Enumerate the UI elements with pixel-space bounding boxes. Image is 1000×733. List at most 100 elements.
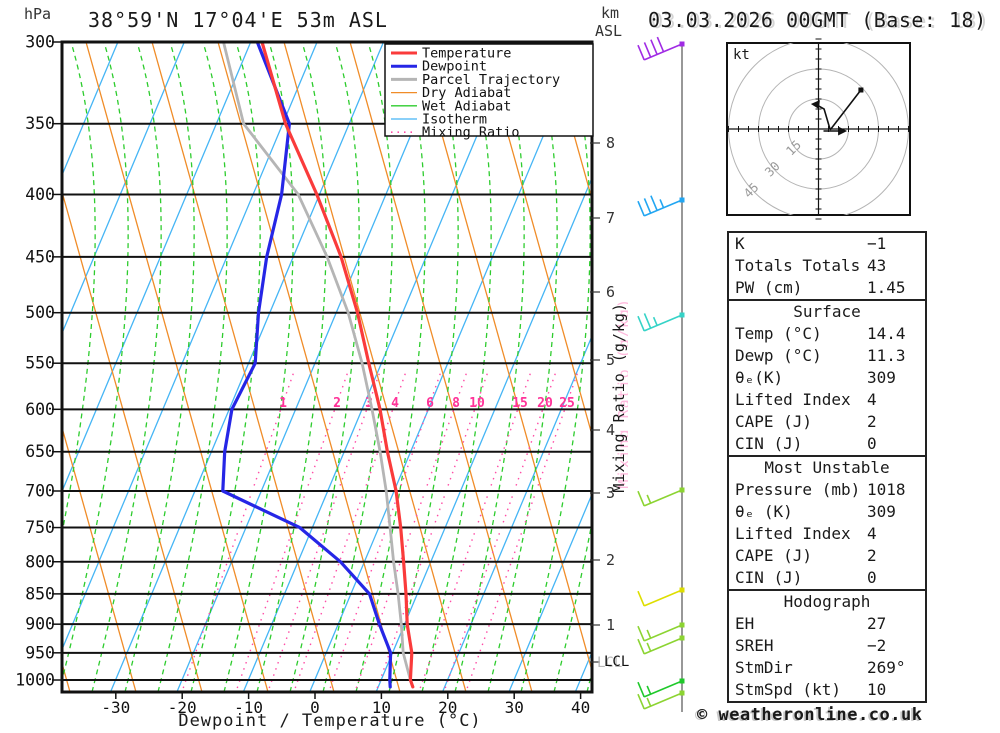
wind-barb-shaft (643, 637, 683, 655)
dry-adiabat-line (349, 42, 533, 692)
isotherm-line (441, 334, 592, 692)
wind-barb-half-feather (646, 697, 652, 707)
stats-panel-section: Hodograph EH 27 SREH −2 StmDir 269° StmSpd (kt)… (727, 589, 927, 703)
wet-adiabat-line (190, 42, 261, 692)
stats-row-value: 4 (867, 390, 877, 409)
x-tick-label: -20 (168, 698, 197, 717)
hodograph-trace (816, 104, 831, 130)
mixing-ratio-line (182, 371, 295, 689)
wet-adiabat-line (289, 42, 360, 692)
stats-row-label: CAPE (J) (735, 546, 813, 565)
stats-row-value: 1.45 (867, 278, 906, 297)
stats-section-header: Surface (793, 302, 861, 321)
mixing-ratio-value-label: 4 (391, 396, 399, 411)
mixing-ratio-line (268, 371, 381, 689)
km-tick-label: 5 (606, 351, 615, 369)
mixing-ratio-value-label: 2 (333, 396, 341, 411)
km-unit-label: km (601, 4, 620, 22)
isotherm-line (176, 42, 451, 692)
dry-adiabat-line (283, 42, 467, 692)
mixing-ratio-value-label: 3 (365, 396, 373, 411)
stats-row-value: 309 (867, 502, 896, 521)
wet-adiabat-line (388, 42, 459, 692)
stats-row-value: 4 (867, 524, 877, 543)
stats-row: Lifted Index 4 (729, 523, 925, 545)
stats-row-label: Lifted Index (735, 390, 851, 409)
dry-adiabat-line (547, 42, 592, 202)
wind-barb-station-dot (679, 678, 685, 684)
stats-row-value: 269° (867, 658, 906, 677)
stats-row: StmDir 269° (729, 657, 925, 679)
pressure-tick-label: 750 (25, 518, 55, 537)
stats-row: Temp (°C) 14.4 (729, 323, 925, 345)
stats-row-value: 2 (867, 412, 877, 431)
wet-adiabat-line (256, 42, 327, 692)
stats-panel-section: Surface Temp (°C) 14.4 Dewp (°C) 11.3 θₑ(K) 30… (727, 299, 927, 457)
stats-row-label: Totals Totals (735, 256, 861, 275)
mixing-ratio-value-label: 15 (512, 396, 528, 411)
pressure-tick-label: 400 (25, 185, 55, 204)
pressure-tick-label: 1000 (15, 671, 55, 690)
stats-row: Dewp (°C) 11.3 (729, 345, 925, 367)
x-tick-label: -10 (234, 698, 263, 717)
stats-row: CIN (J) 0 (729, 433, 925, 455)
stats-row: CIN (J) 0 (729, 567, 925, 589)
wet-adiabat-line (454, 42, 525, 692)
stats-row-label: CIN (J) (735, 568, 803, 587)
datetime-label: 03.03.2026 00GMT (Base: 18) (648, 8, 987, 32)
km-tick-label: 6 (606, 283, 615, 301)
stats-row: Totals Totals 43 (729, 255, 925, 277)
stats-row-label: Dewp (°C) (735, 346, 822, 365)
wet-adiabat-line (157, 42, 228, 692)
stats-row-value: −1 (867, 234, 887, 253)
stats-row-label: CIN (J) (735, 434, 803, 453)
stats-row-label: Lifted Index (735, 524, 851, 543)
pressure-tick-label: 450 (25, 247, 55, 266)
wind-barb-half-feather (652, 316, 658, 326)
legend-item-label: Dry Adiabat (422, 85, 511, 101)
wind-barb-shaft (643, 589, 683, 607)
legend-box (384, 43, 594, 137)
wind-barb-half-feather (646, 685, 652, 695)
legend-item-label: Parcel Trajectory (422, 72, 560, 88)
hodograph-trace-arrowhead (810, 100, 820, 109)
km-axis-group: 8 7 6 5 4 3 2 1 (590, 134, 615, 663)
stats-row-label: θₑ(K) (735, 368, 784, 387)
stats-row: K −1 (729, 233, 925, 255)
pressure-tick-label: 900 (25, 615, 55, 634)
wet-adiabat-line (520, 42, 591, 692)
stats-section-header: Most Unstable (764, 458, 890, 477)
stats-row-label: StmSpd (kt) (735, 680, 841, 699)
dry-adiabat-line (62, 425, 137, 692)
pressure-tick-label: 500 (25, 303, 55, 322)
copyright: © weatheronline.co.uk (697, 705, 923, 725)
km-tick-label: 8 (606, 134, 615, 152)
stats-row-label: StmDir (735, 658, 793, 677)
stats-row-value: 1018 (867, 480, 906, 499)
wet-adiabat-line (91, 42, 162, 692)
stats-section-header: Hodograph (783, 592, 871, 611)
wind-barb-shaft (643, 680, 683, 698)
wind-barb-station-dot (679, 41, 685, 47)
stats-row-label: Temp (°C) (735, 324, 822, 343)
legend-item-label: Isotherm (422, 112, 487, 128)
sounding-curves-group (221, 42, 415, 689)
x-tick-label: -30 (101, 698, 130, 717)
wind-barb-shaft (643, 624, 683, 642)
pressure-tick-label: 300 (25, 33, 55, 52)
pressure-tick-label: 550 (25, 354, 55, 373)
pressure-tick-label: 950 (25, 643, 55, 662)
km-tick-label: 7 (606, 209, 615, 227)
mixing-ratio-line (444, 371, 557, 689)
plot-border (60, 40, 594, 694)
wind-barb (637, 487, 685, 507)
x-tick-label: 40 (571, 698, 590, 717)
skewt-background: 1 2 3 4 6 8 10 15 20 25 (62, 42, 592, 692)
stats-row-label: θₑ (K) (735, 502, 793, 521)
stats-row-label: EH (735, 614, 755, 633)
mixing-ratio-line (376, 371, 489, 689)
wind-barb-station-dot (679, 487, 685, 493)
